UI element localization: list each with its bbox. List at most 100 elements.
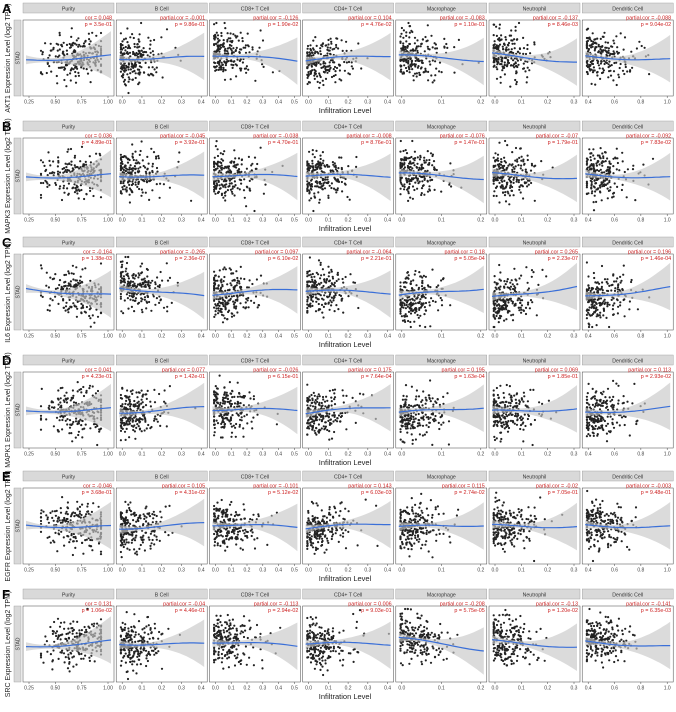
- data-point: [590, 303, 593, 306]
- data-point: [522, 62, 525, 65]
- data-point: [134, 150, 137, 153]
- data-point: [510, 314, 513, 317]
- data-point: [326, 48, 329, 51]
- stat-p: p = 2.23e-07: [548, 256, 578, 262]
- data-point: [313, 195, 316, 198]
- data-point: [593, 194, 596, 197]
- data-point: [309, 273, 312, 276]
- data-point: [230, 52, 233, 55]
- data-point: [399, 70, 402, 73]
- data-point: [324, 165, 327, 168]
- data-point: [606, 166, 610, 169]
- data-point: [63, 167, 66, 170]
- data-point: [123, 69, 126, 72]
- data-point: [497, 61, 500, 64]
- data-point: [605, 169, 608, 172]
- data-point: [433, 166, 436, 169]
- data-point: [128, 51, 132, 54]
- x-tick-label: 0.4: [384, 334, 391, 340]
- data-point: [413, 159, 416, 162]
- data-point: [605, 178, 609, 181]
- data-point: [499, 81, 502, 84]
- data-point: [619, 304, 622, 307]
- data-point: [612, 39, 615, 42]
- data-point: [330, 296, 333, 299]
- data-point: [586, 27, 590, 30]
- data-point: [515, 178, 519, 181]
- data-point: [249, 189, 252, 192]
- data-point: [77, 197, 80, 200]
- data-point: [45, 284, 48, 287]
- data-point: [132, 274, 135, 277]
- data-point: [640, 44, 643, 48]
- data-point: [148, 47, 151, 50]
- data-point: [58, 171, 62, 174]
- data-point: [428, 185, 431, 188]
- data-point: [130, 305, 133, 308]
- stat-cor: partial.cor = -0.001: [160, 16, 205, 22]
- data-point: [402, 72, 405, 75]
- data-point: [334, 70, 337, 73]
- data-point: [440, 190, 443, 193]
- x-tick-label: 0.2: [477, 100, 484, 106]
- data-point: [140, 49, 143, 52]
- data-point: [589, 64, 592, 67]
- data-point: [524, 170, 527, 173]
- data-point: [510, 29, 513, 32]
- data-point: [66, 73, 69, 76]
- data-point: [119, 44, 123, 47]
- data-point: [235, 270, 238, 273]
- data-point: [622, 48, 625, 51]
- data-point: [437, 284, 440, 287]
- data-point: [415, 46, 418, 50]
- data-point: [335, 304, 338, 307]
- data-point: [424, 296, 427, 300]
- data-point: [434, 43, 437, 46]
- data-point: [69, 280, 72, 283]
- data-point: [504, 36, 507, 39]
- data-point: [222, 70, 225, 73]
- data-point: [603, 171, 606, 174]
- fit-line: [25, 54, 112, 62]
- data-point: [530, 162, 534, 165]
- data-point: [599, 45, 602, 48]
- data-point: [330, 270, 333, 273]
- data-point: [591, 42, 595, 46]
- x-tick-label: 0.3: [178, 100, 185, 106]
- x-tick-label: 0.2: [544, 218, 551, 224]
- data-point: [58, 279, 62, 282]
- data-point: [315, 149, 318, 152]
- data-point: [131, 180, 134, 183]
- data-point: [600, 60, 603, 63]
- data-point: [399, 40, 402, 43]
- data-point: [99, 196, 103, 199]
- x-tick-label: 1.00: [103, 218, 113, 224]
- data-point: [520, 311, 523, 314]
- data-point: [589, 156, 592, 159]
- data-point: [262, 192, 265, 195]
- data-point: [54, 287, 58, 290]
- data-point: [217, 179, 220, 182]
- data-point: [527, 301, 530, 304]
- data-point: [218, 300, 221, 303]
- data-point: [517, 21, 521, 25]
- data-point: [619, 301, 622, 304]
- data-point: [401, 48, 404, 51]
- data-point: [518, 297, 521, 300]
- data-point: [602, 179, 605, 182]
- data-point: [233, 301, 237, 304]
- data-point: [424, 161, 427, 164]
- x-axis-title: Infiltration Level: [319, 340, 372, 349]
- data-point: [330, 301, 333, 304]
- facet-title: Dendritic Cell: [612, 125, 643, 131]
- data-point: [519, 191, 522, 194]
- data-point: [162, 183, 165, 186]
- data-point: [498, 288, 501, 291]
- stat-p: p = 3.92e-01: [175, 140, 205, 146]
- data-point: [78, 43, 81, 46]
- data-point: [138, 73, 141, 76]
- data-point: [226, 283, 229, 286]
- data-point: [323, 65, 326, 68]
- x-tick-label: 0.0: [212, 100, 219, 106]
